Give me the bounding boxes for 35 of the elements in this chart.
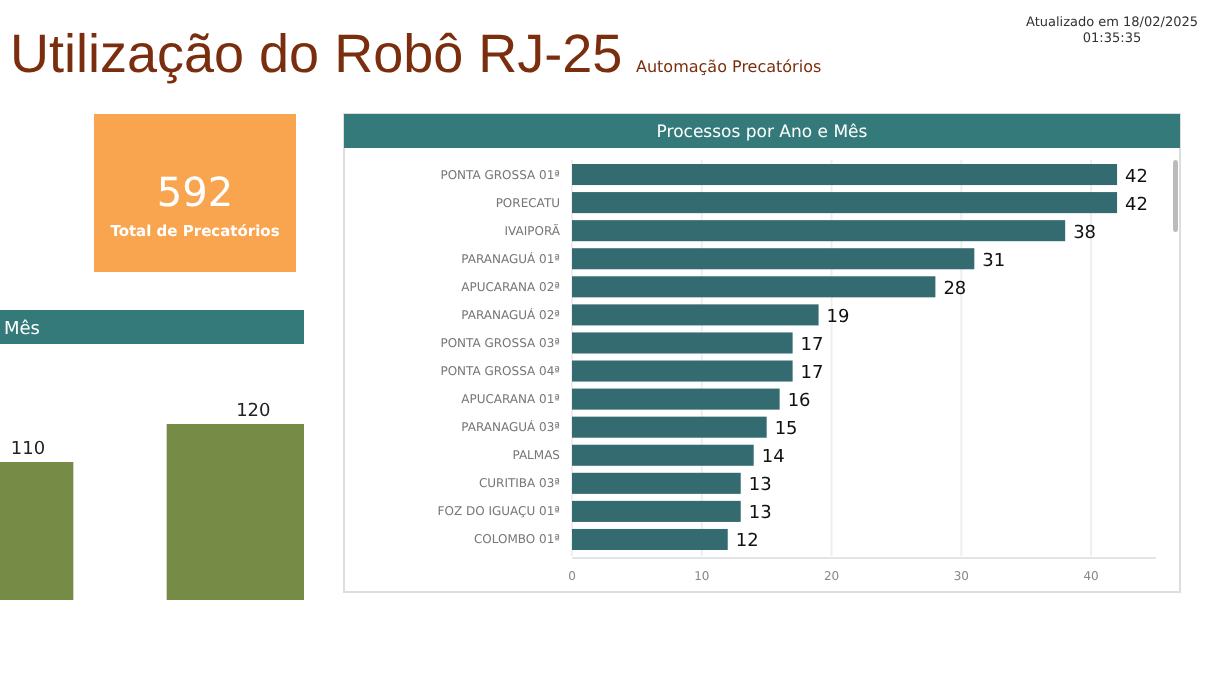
data-label: 120 bbox=[236, 402, 272, 422]
data-label: 17 bbox=[800, 364, 824, 385]
bar bbox=[572, 528, 728, 550]
data-label: 19 bbox=[826, 307, 851, 328]
bar bbox=[572, 192, 1118, 214]
data-label: 12 bbox=[735, 532, 759, 553]
data-label: 16 bbox=[787, 392, 812, 413]
bar bbox=[572, 444, 754, 466]
bar bbox=[572, 332, 793, 354]
chart-title: Mês bbox=[4, 318, 41, 340]
bar bbox=[572, 220, 1066, 242]
text: Utilização do Robô RJ-25 bbox=[10, 24, 623, 84]
data-label: 38 bbox=[1073, 223, 1097, 244]
bar bbox=[572, 164, 1118, 186]
data-label: 17 bbox=[800, 335, 824, 356]
bar bbox=[572, 304, 819, 326]
bar bbox=[572, 388, 780, 410]
data-label: 13 bbox=[748, 504, 772, 525]
bar bbox=[572, 472, 741, 494]
data-label: 14 bbox=[761, 448, 786, 469]
data-label: 110 bbox=[10, 440, 46, 460]
bar bbox=[572, 500, 741, 522]
bar bbox=[572, 360, 793, 382]
bar bbox=[572, 248, 975, 270]
data-label: 42 bbox=[1125, 167, 1148, 188]
bar bbox=[572, 276, 936, 298]
bar bbox=[572, 416, 767, 438]
chart-title: Processos por Ano e Mês bbox=[656, 123, 869, 143]
text: 592 bbox=[156, 168, 234, 216]
data-label: 13 bbox=[748, 476, 772, 497]
text: Automação Precatórios bbox=[636, 58, 822, 76]
data-label: 31 bbox=[982, 251, 1006, 272]
data-label: 42 bbox=[1125, 195, 1148, 216]
data-label: 15 bbox=[774, 420, 798, 441]
data-label: 28 bbox=[943, 279, 967, 300]
